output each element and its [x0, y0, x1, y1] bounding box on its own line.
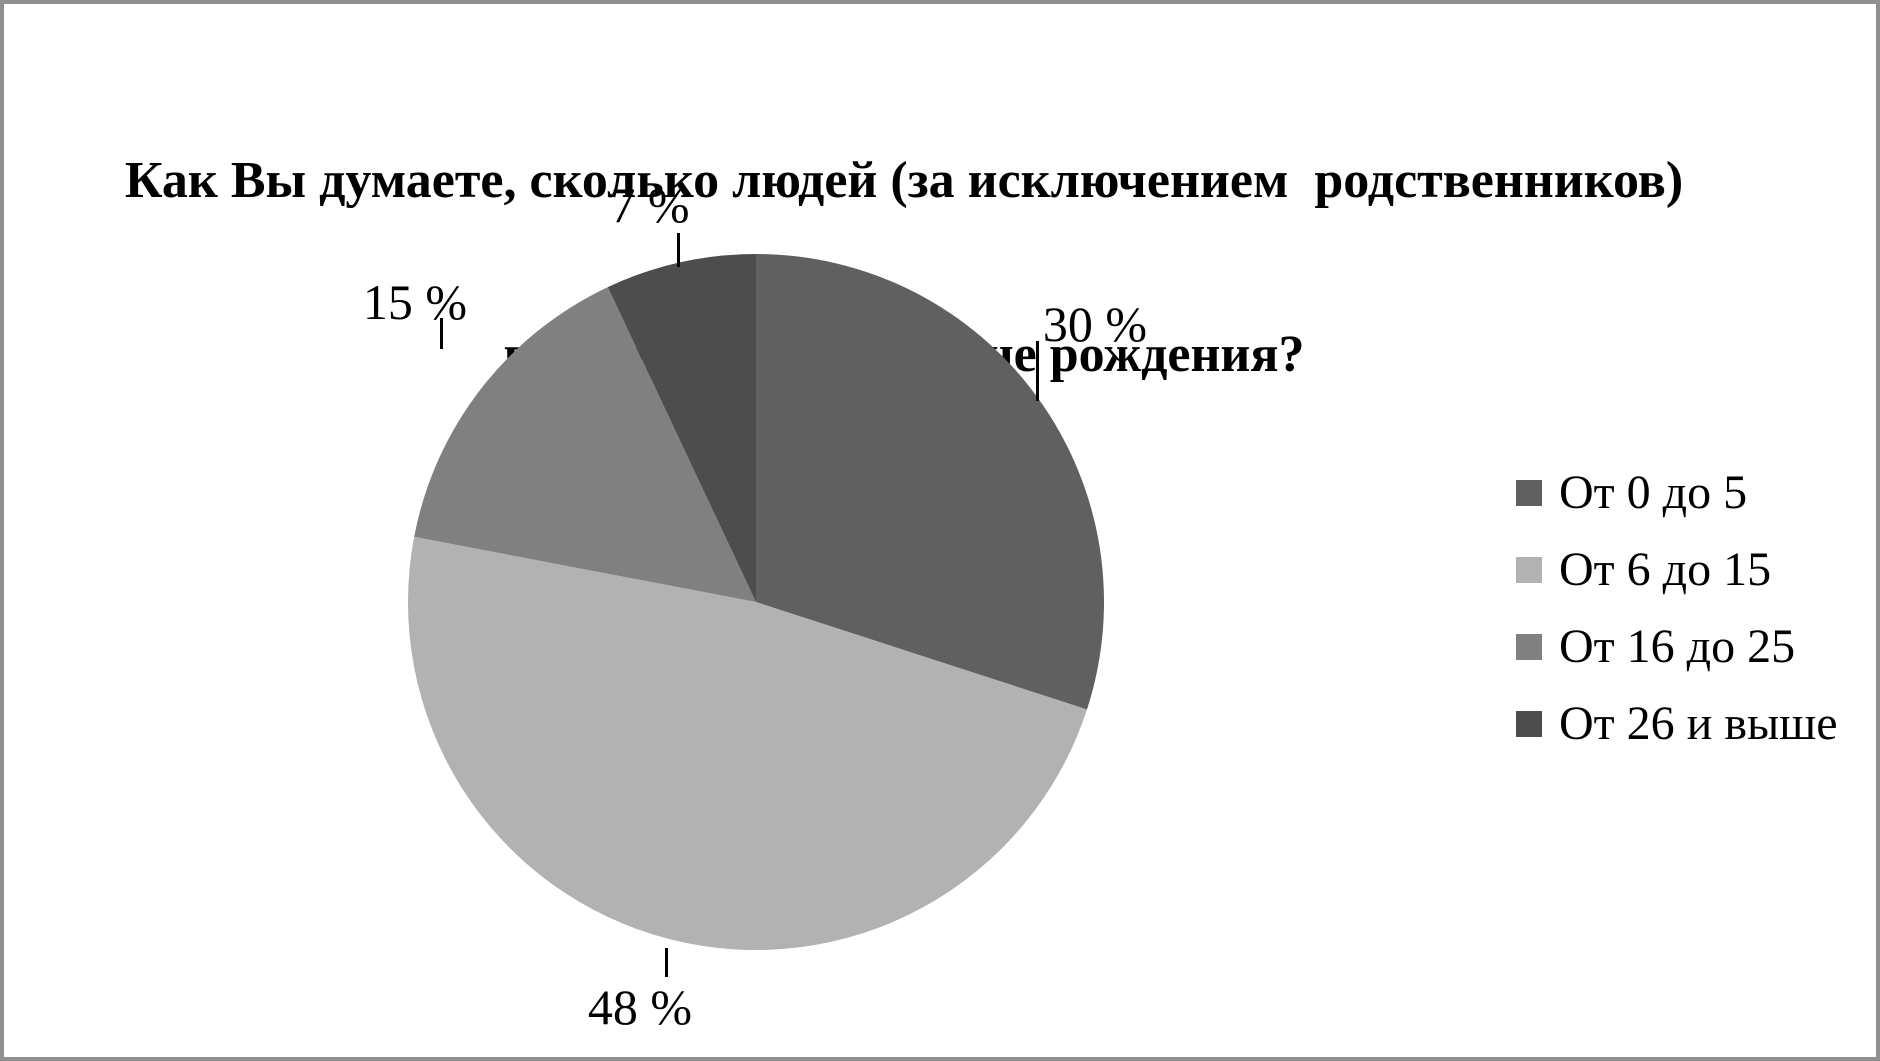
- legend-label-0: От 0 до 5: [1559, 466, 1748, 519]
- legend: От 0 до 5 От 6 до 15 От 16 до 25 От 26 и…: [1516, 466, 1838, 788]
- pie-slice-0: [756, 253, 1105, 710]
- leader-line-slice-2: [440, 318, 443, 349]
- leader-line-slice-0: [1036, 341, 1039, 401]
- data-label-slice-2: 15 %: [362, 274, 468, 330]
- leader-line-slice-3: [677, 233, 680, 267]
- legend-item-2: От 16 до 25: [1516, 620, 1838, 673]
- legend-label-2: От 16 до 25: [1559, 620, 1796, 673]
- data-label-slice-3: 7 %: [610, 177, 690, 233]
- legend-swatch-0: [1516, 480, 1542, 506]
- legend-item-3: От 26 и выше: [1516, 697, 1838, 750]
- pie-chart: [407, 253, 1105, 951]
- pie-slices-group: [407, 253, 1105, 951]
- chart-title-line1: Как Вы думаете, сколько людей (за исключ…: [124, 152, 1684, 209]
- legend-item-0: От 0 до 5: [1516, 466, 1838, 519]
- pie-slice-1: [407, 536, 1087, 951]
- data-label-slice-1: 48 %: [587, 979, 693, 1035]
- legend-item-1: От 6 до 15: [1516, 543, 1838, 596]
- pie-slice-3: [607, 254, 756, 602]
- leader-line-slice-1: [665, 948, 668, 977]
- legend-swatch-2: [1516, 634, 1542, 660]
- data-label-slice-0: 30 %: [1042, 296, 1148, 352]
- legend-label-3: От 26 и выше: [1559, 697, 1838, 750]
- legend-swatch-3: [1516, 711, 1542, 737]
- pie-slice-2: [414, 287, 756, 602]
- legend-swatch-1: [1516, 557, 1542, 583]
- legend-label-1: От 6 до 15: [1559, 543, 1772, 596]
